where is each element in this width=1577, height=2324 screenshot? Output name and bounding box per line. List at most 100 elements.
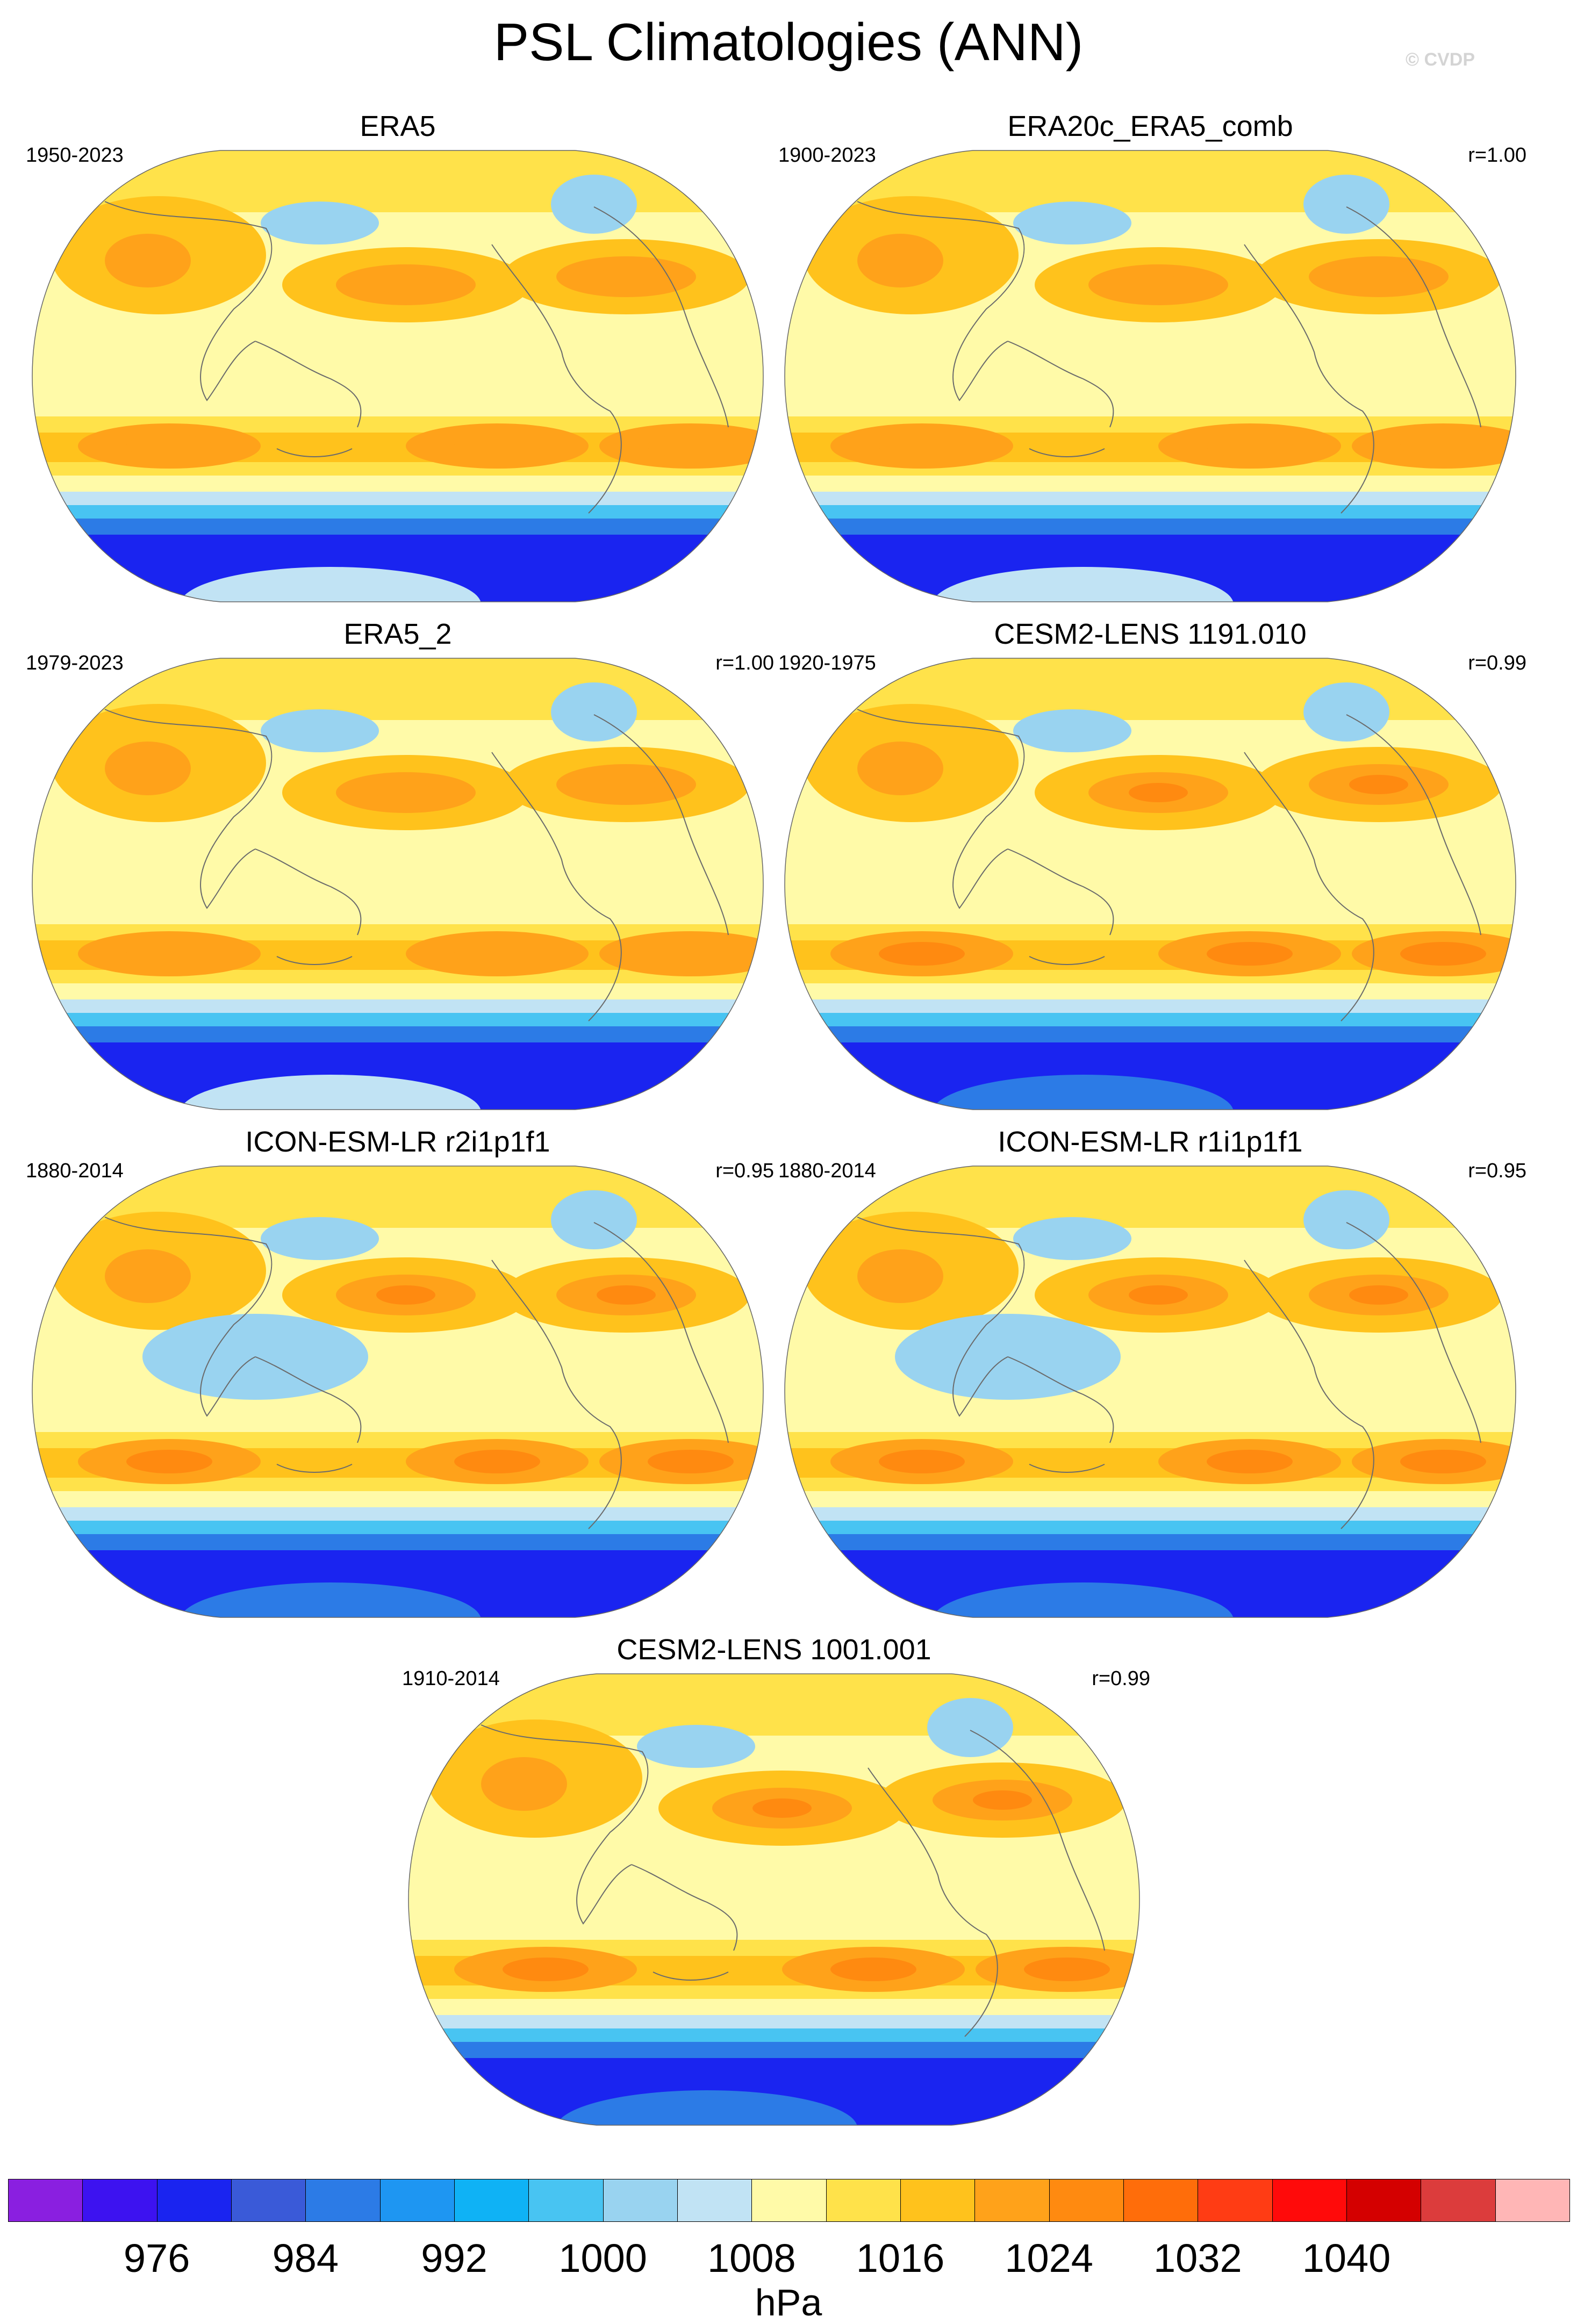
low-pressure-cell <box>261 709 379 752</box>
coastline <box>491 752 622 1021</box>
low-pressure-cell <box>551 175 637 234</box>
coastline <box>104 709 273 909</box>
panel-period: 1979-2023 <box>26 652 124 674</box>
high-pressure-cell <box>857 1249 943 1303</box>
colorbar-cell <box>1123 2179 1199 2222</box>
map-panel: ERA20c_ERA5_comb 1900-2023 r=1.00 <box>774 107 1526 618</box>
low-pressure-cell <box>1303 1190 1389 1249</box>
high-pressure-cell <box>857 234 943 287</box>
high-pressure-core <box>1129 1285 1188 1305</box>
colorbar-cell <box>1495 2179 1570 2222</box>
low-pressure-cell <box>261 1217 379 1260</box>
high-pressure-core <box>1349 775 1408 794</box>
colorbar-cell <box>1049 2179 1124 2222</box>
high-pressure-core <box>1400 434 1486 458</box>
coastline <box>104 1217 273 1417</box>
high-pressure-core <box>126 434 212 458</box>
colorbar-cell <box>1198 2179 1273 2222</box>
coastline <box>255 1356 362 1443</box>
panel-title: CESM2-LENS 1001.001 <box>617 1634 931 1666</box>
map-panel: CESM2-LENS 1191.010 1920-1975 r=0.99 <box>774 615 1526 1126</box>
antarctic-field <box>933 1075 1234 1110</box>
colorbar-cell <box>603 2179 678 2222</box>
colorbar-cell <box>379 2179 455 2222</box>
coastline <box>868 1767 998 2037</box>
coastline <box>1007 1356 1114 1443</box>
map-panel: ICON-ESM-LR r2i1p1f1 1880-2014 r=0.95 <box>21 1123 774 1634</box>
high-pressure-core <box>126 942 212 966</box>
high-pressure-core <box>648 1450 734 1473</box>
coastline <box>255 848 362 936</box>
coastline <box>1346 714 1481 936</box>
panel-title: ICON-ESM-LR r1i1p1f1 <box>998 1126 1303 1158</box>
colorbar-label: 976 <box>123 2236 190 2280</box>
figure-title: PSL Climatologies (ANN) <box>493 12 1084 71</box>
panel-correlation: r=1.00 <box>715 652 774 674</box>
colorbar <box>8 2179 1570 2222</box>
map-canvas <box>784 658 1516 1110</box>
panel-title: ERA5 <box>360 110 436 142</box>
colorbar-unit: hPa <box>755 2282 822 2323</box>
colorbar-label: 1008 <box>707 2236 796 2280</box>
coastline <box>276 956 353 965</box>
high-pressure-core <box>752 1798 812 1818</box>
map-outline <box>32 1165 764 1618</box>
coastline <box>276 1464 353 1473</box>
high-pressure-core <box>376 275 435 294</box>
high-pressure-core <box>830 1958 916 1981</box>
map-panel: ERA5_2 1979-2023 r=1.00 <box>21 615 774 1126</box>
coastline <box>1029 956 1105 965</box>
antarctic-field <box>180 567 481 602</box>
high-pressure-core <box>973 1790 1032 1810</box>
coastline <box>1244 752 1374 1021</box>
colorbar-cell <box>82 2179 157 2222</box>
map-outline <box>32 658 764 1110</box>
antarctic-field <box>180 1582 481 1617</box>
colorbar-label: 992 <box>421 2236 488 2280</box>
colorbar-cell <box>900 2179 976 2222</box>
high-pressure-core <box>376 1285 435 1305</box>
antarctic-field <box>933 1582 1234 1617</box>
coastline <box>970 1730 1105 1951</box>
map-canvas <box>784 1165 1516 1618</box>
high-pressure-core <box>1207 942 1293 966</box>
high-pressure-core <box>648 942 734 966</box>
colorbar-label: 1000 <box>558 2236 647 2280</box>
high-pressure-core <box>597 775 656 794</box>
colorbar-cell <box>826 2179 901 2222</box>
colorbar-cell <box>1272 2179 1347 2222</box>
map-canvas <box>32 150 764 602</box>
coastline <box>631 1864 738 1951</box>
high-pressure-core <box>376 783 435 802</box>
map-canvas <box>32 658 764 1110</box>
low-pressure-cell <box>1303 682 1389 742</box>
panel-period: 1880-2014 <box>26 1160 124 1182</box>
coastline <box>857 1217 1025 1417</box>
high-pressure-core <box>454 1450 540 1473</box>
coastline <box>593 714 729 936</box>
map-panel: ICON-ESM-LR r1i1p1f1 1880-2014 r=0.95 <box>774 1123 1526 1634</box>
colorbar-cell <box>8 2179 83 2222</box>
map-canvas <box>784 150 1516 602</box>
high-pressure-core <box>126 1450 212 1473</box>
coastline <box>593 1222 729 1443</box>
panel-title: ERA5_2 <box>343 618 452 650</box>
credit-text: © CVDP <box>1406 49 1475 70</box>
high-pressure-core <box>1207 1450 1293 1473</box>
map-outline <box>784 150 1516 602</box>
high-pressure-core <box>1129 783 1188 802</box>
high-pressure-core <box>1129 275 1188 294</box>
antarctic-field <box>180 1075 481 1110</box>
colorbar-cell <box>751 2179 827 2222</box>
coastline <box>653 1972 729 1981</box>
high-pressure-core <box>1349 267 1408 286</box>
colorbar-label: 1040 <box>1302 2236 1391 2280</box>
panel-correlation: r=0.99 <box>1092 1667 1150 1690</box>
colorbar-label: 1024 <box>1005 2236 1093 2280</box>
colorbar-label: 984 <box>272 2236 339 2280</box>
colorbar-label: 1016 <box>856 2236 945 2280</box>
high-pressure-core <box>1400 942 1486 966</box>
map-outline <box>784 1165 1516 1618</box>
high-pressure-core <box>879 434 965 458</box>
high-pressure-core <box>1400 1450 1486 1473</box>
